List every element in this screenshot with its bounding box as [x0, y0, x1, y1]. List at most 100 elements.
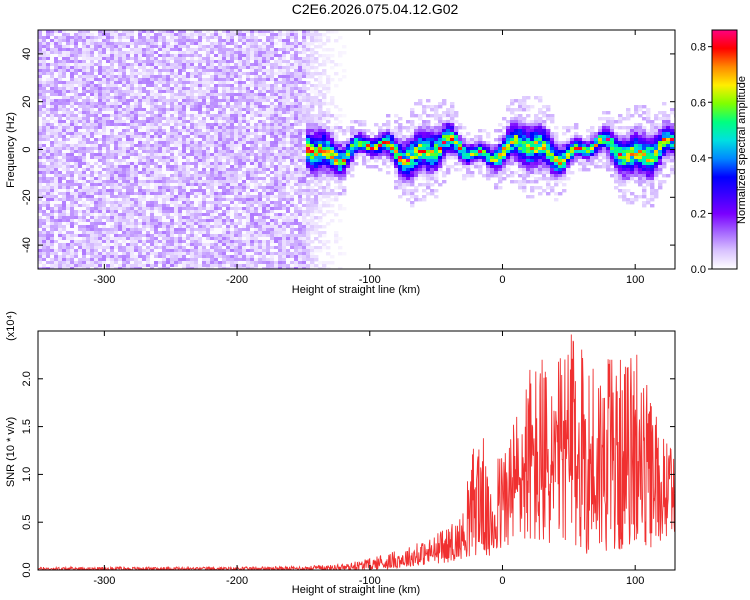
spectrogram-cell — [214, 210, 219, 214]
spectrogram-cell — [114, 96, 119, 100]
spectrogram-cell — [98, 108, 103, 112]
spectrogram-cell — [94, 231, 99, 235]
spectrogram-cell — [110, 255, 115, 259]
spectrogram-cell — [46, 144, 51, 148]
spectrogram-cell — [134, 207, 139, 211]
spectrogram-cell — [258, 177, 263, 181]
spectrogram-cell — [194, 66, 199, 70]
spectrogram-cell — [138, 108, 143, 112]
spectrogram-cell — [238, 114, 243, 118]
spectrogram-cell — [170, 126, 175, 130]
spectrogram-cell — [50, 141, 55, 145]
spectrogram-cell — [186, 69, 191, 73]
spectrogram-cell — [258, 174, 263, 178]
spectrogram-cell — [98, 207, 103, 211]
spectrogram-cell — [246, 144, 251, 148]
spectrogram-cell — [222, 117, 227, 121]
spectrogram-cell — [282, 252, 287, 256]
spectrogram-cell — [170, 129, 175, 133]
spectrogram-cell — [138, 63, 143, 67]
spectrogram-cell — [238, 93, 243, 97]
spectrogram-cell — [170, 45, 175, 49]
spectrogram-cell — [74, 225, 79, 229]
spectrogram-cell — [186, 234, 191, 238]
spectrogram-cell — [130, 249, 135, 253]
spectrogram-cell — [134, 39, 139, 43]
spectrogram-cell — [166, 216, 171, 220]
spectrogram-cell — [210, 141, 215, 145]
spectrogram-cell — [62, 234, 67, 238]
spectrogram-cell — [86, 219, 91, 223]
spectrogram-cell — [150, 69, 155, 73]
spectrogram-cell — [154, 150, 159, 154]
spectrogram-cell — [202, 81, 207, 85]
spectrogram-cell — [158, 120, 163, 124]
spectrogram-cell — [42, 237, 47, 241]
spectrogram-cell — [66, 54, 71, 58]
spectrogram-cell — [86, 90, 91, 94]
spectrogram-cell — [186, 114, 191, 118]
spectrogram-cell — [146, 237, 151, 241]
spectrogram-cell — [206, 243, 211, 247]
spectrogram-cell — [206, 99, 211, 103]
spectrogram-cell — [222, 138, 227, 142]
spectrogram-cell — [106, 120, 111, 124]
spectrogram-cell — [130, 99, 135, 103]
spectrogram-cell — [202, 123, 207, 127]
spectrogram-cell — [98, 36, 103, 40]
spectrogram-cell — [118, 156, 123, 160]
spectrogram-cell — [122, 45, 127, 49]
spectrogram-cell — [222, 132, 227, 136]
spectrogram-cell — [202, 255, 207, 259]
spectrogram-cell — [166, 147, 171, 151]
spectrogram-cell — [142, 156, 147, 160]
spectrogram-cell — [226, 210, 231, 214]
spectrogram-cell — [150, 225, 155, 229]
spectrogram-cell — [162, 174, 167, 178]
spectrogram-cell — [114, 195, 119, 199]
spectrogram-cell — [214, 243, 219, 247]
spectrogram-cell — [162, 252, 167, 256]
spectrogram-cell — [178, 30, 183, 34]
spectrogram-cell — [266, 39, 271, 43]
spectrogram-cell — [62, 165, 67, 169]
spectrogram-cell — [74, 51, 79, 55]
spectrogram-cell — [274, 54, 279, 58]
spectrogram-cell — [254, 30, 259, 34]
spectrogram-cell — [278, 243, 283, 247]
spectrogram-cell — [110, 225, 115, 229]
spectrogram-cell — [106, 177, 111, 181]
spectrogram-cell — [166, 99, 171, 103]
spectrogram-cell — [278, 213, 283, 217]
spectrogram-cell — [222, 54, 227, 58]
spectrogram-cell — [190, 204, 195, 208]
spectrogram-cell — [54, 219, 59, 223]
spectrogram-cell — [150, 189, 155, 193]
spectrogram-cell — [114, 243, 119, 247]
spectrogram-cell — [206, 177, 211, 181]
spectrogram-cell — [266, 42, 271, 46]
spectrogram-cell — [158, 126, 163, 130]
spectrogram-cell — [110, 132, 115, 136]
spectrogram-cell — [66, 78, 71, 82]
spectrogram-cell — [258, 42, 263, 46]
spectrogram-cell — [222, 45, 227, 49]
spectrogram-cell — [246, 159, 251, 163]
spectrogram-cell — [130, 228, 135, 232]
spectrogram-cell — [146, 42, 151, 46]
spectrogram-cell — [54, 129, 59, 133]
spectrogram-cell — [42, 54, 47, 58]
spectrogram-cell — [54, 57, 59, 61]
spectrogram-cell — [162, 165, 167, 169]
spectrogram-cell — [146, 207, 151, 211]
spectrogram-cell — [258, 216, 263, 220]
spectrogram-cell — [158, 90, 163, 94]
spectrogram-cell — [202, 147, 207, 151]
spectrogram-cell — [138, 36, 143, 40]
spectrogram-cell — [154, 120, 159, 124]
spectrogram-cell — [202, 114, 207, 118]
spectrogram-cell — [118, 186, 123, 190]
spectrogram-cell — [78, 168, 83, 172]
spectrogram-cell — [114, 78, 119, 82]
spectrogram-cell — [218, 261, 223, 265]
